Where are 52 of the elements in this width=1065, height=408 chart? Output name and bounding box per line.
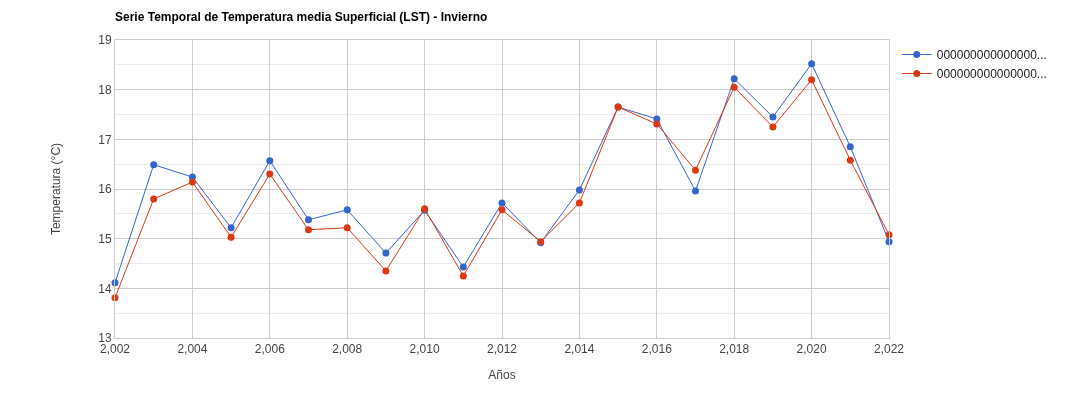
point [846,143,854,151]
x-tick-label: 2,002 [99,342,131,357]
point [769,113,777,121]
y-tick-label: 16 [98,182,112,197]
point [150,161,158,169]
y-tick-label: 19 [98,33,112,48]
point [730,83,738,91]
legend-label: 000000000000000... [936,67,1047,82]
x-tick-label: 2,022 [873,342,905,357]
point [150,195,158,203]
point [305,216,312,224]
legend-label: 000000000000000... [936,48,1047,63]
point [343,206,351,214]
x-tick-label: 2,016 [641,342,673,357]
y-tick-label: 15 [98,231,112,246]
x-tick-label: 2,008 [332,342,363,357]
y-tick-label: 14 [98,281,112,296]
point [266,157,274,165]
point [692,166,699,174]
point [382,249,390,257]
x-tick-label: 2,010 [409,342,440,357]
point [227,233,235,241]
point [227,224,235,232]
point [498,206,506,214]
point [769,123,777,131]
x-tick-label: 2,012 [486,342,518,357]
y-tick-label: 17 [98,132,112,147]
chart-title: Serie Temporal de Temperatura media Superficial (LST) - Invierno [115,9,488,24]
x-tick-label: 2,014 [564,342,595,357]
point [343,224,351,232]
y-tick-label: 18 [98,82,112,97]
x-tick-label: 2,006 [254,342,286,357]
point [188,178,196,186]
point [808,76,816,84]
point [266,170,274,178]
point [653,120,661,128]
x-tick-label: 2,018 [719,342,750,357]
point [575,186,583,194]
point [808,60,816,68]
point [382,267,390,275]
point [305,226,312,234]
point [730,75,738,83]
point [692,187,699,195]
point [575,199,583,207]
point [459,272,467,280]
x-tick-label: 2,004 [177,342,208,357]
x-tick-label: 2,020 [796,342,827,357]
point [846,156,854,164]
point [498,199,506,207]
point [459,263,467,271]
x-axis-title: Años [488,368,516,383]
y-axis-title: Temperatura (°C) [48,142,63,236]
